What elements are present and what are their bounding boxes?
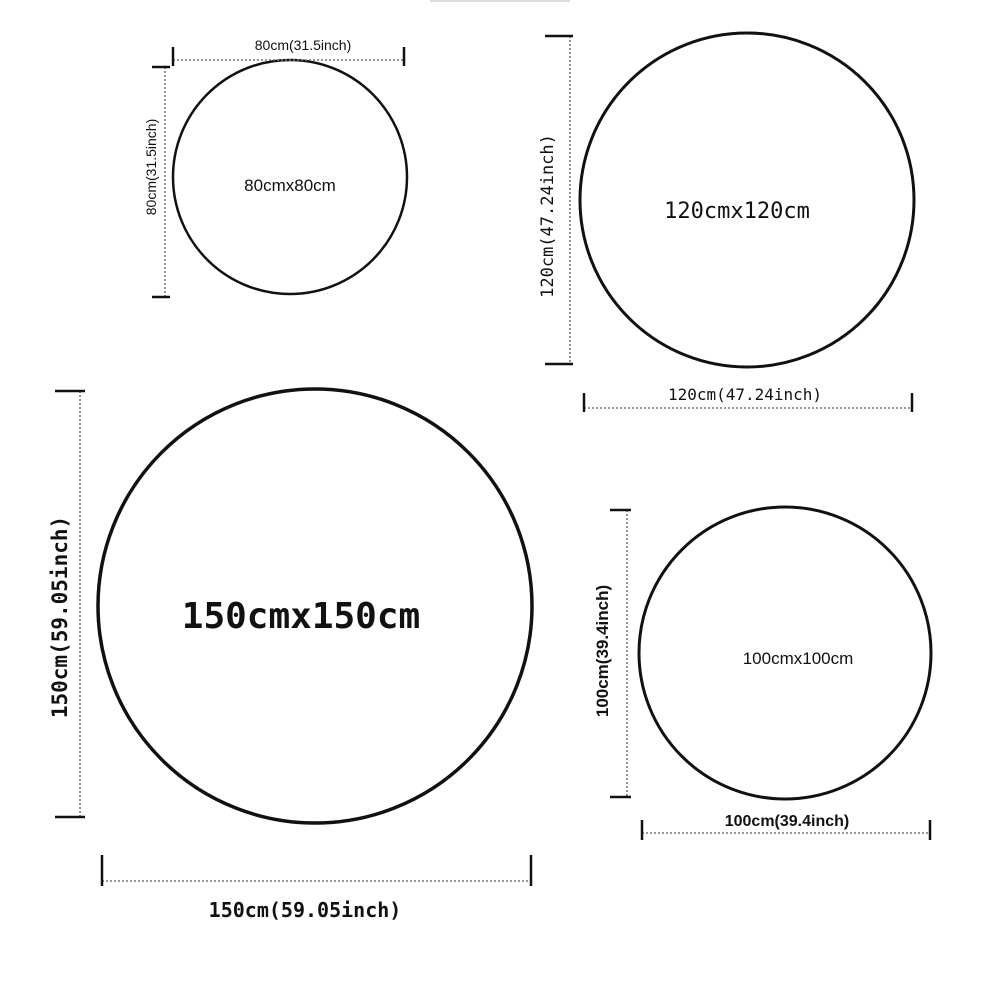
width-label-100: 100cm(39.4inch)	[725, 813, 850, 830]
width-label-120: 120cm(47.24inch)	[668, 385, 822, 404]
width-label-150: 150cm(59.05inch)	[209, 898, 402, 922]
circle-150	[96, 387, 534, 825]
ring-120: 120cmx120cm 120cm(47.24inch) 120cm(47.24…	[538, 31, 916, 412]
height-label-150: 150cm(59.05inch)	[48, 516, 72, 718]
ring-80: 80cmx80cm 80cm(31.5inch) 80cm(31.5inch)	[143, 37, 409, 299]
circle-120	[578, 31, 916, 369]
center-label-120: 120cmx120cm	[664, 199, 810, 224]
width-label-80: 80cm(31.5inch)	[255, 37, 352, 53]
center-label-150: 150cmx150cm	[182, 596, 420, 637]
height-label-80: 80cm(31.5inch)	[143, 119, 159, 216]
height-label-100: 100cm(39.4inch)	[593, 585, 612, 717]
center-label-80: 80cmx80cm	[244, 176, 336, 195]
height-label-120: 120cm(47.24inch)	[538, 134, 558, 298]
ring-100: 100cmx100cm 100cm(39.4inch) 100cm(39.4in…	[593, 505, 933, 840]
ring-150: 150cmx150cm 150cm(59.05inch) 150cm(59.05…	[48, 387, 534, 922]
circle-100	[637, 505, 933, 801]
center-label-100: 100cmx100cm	[743, 649, 854, 668]
